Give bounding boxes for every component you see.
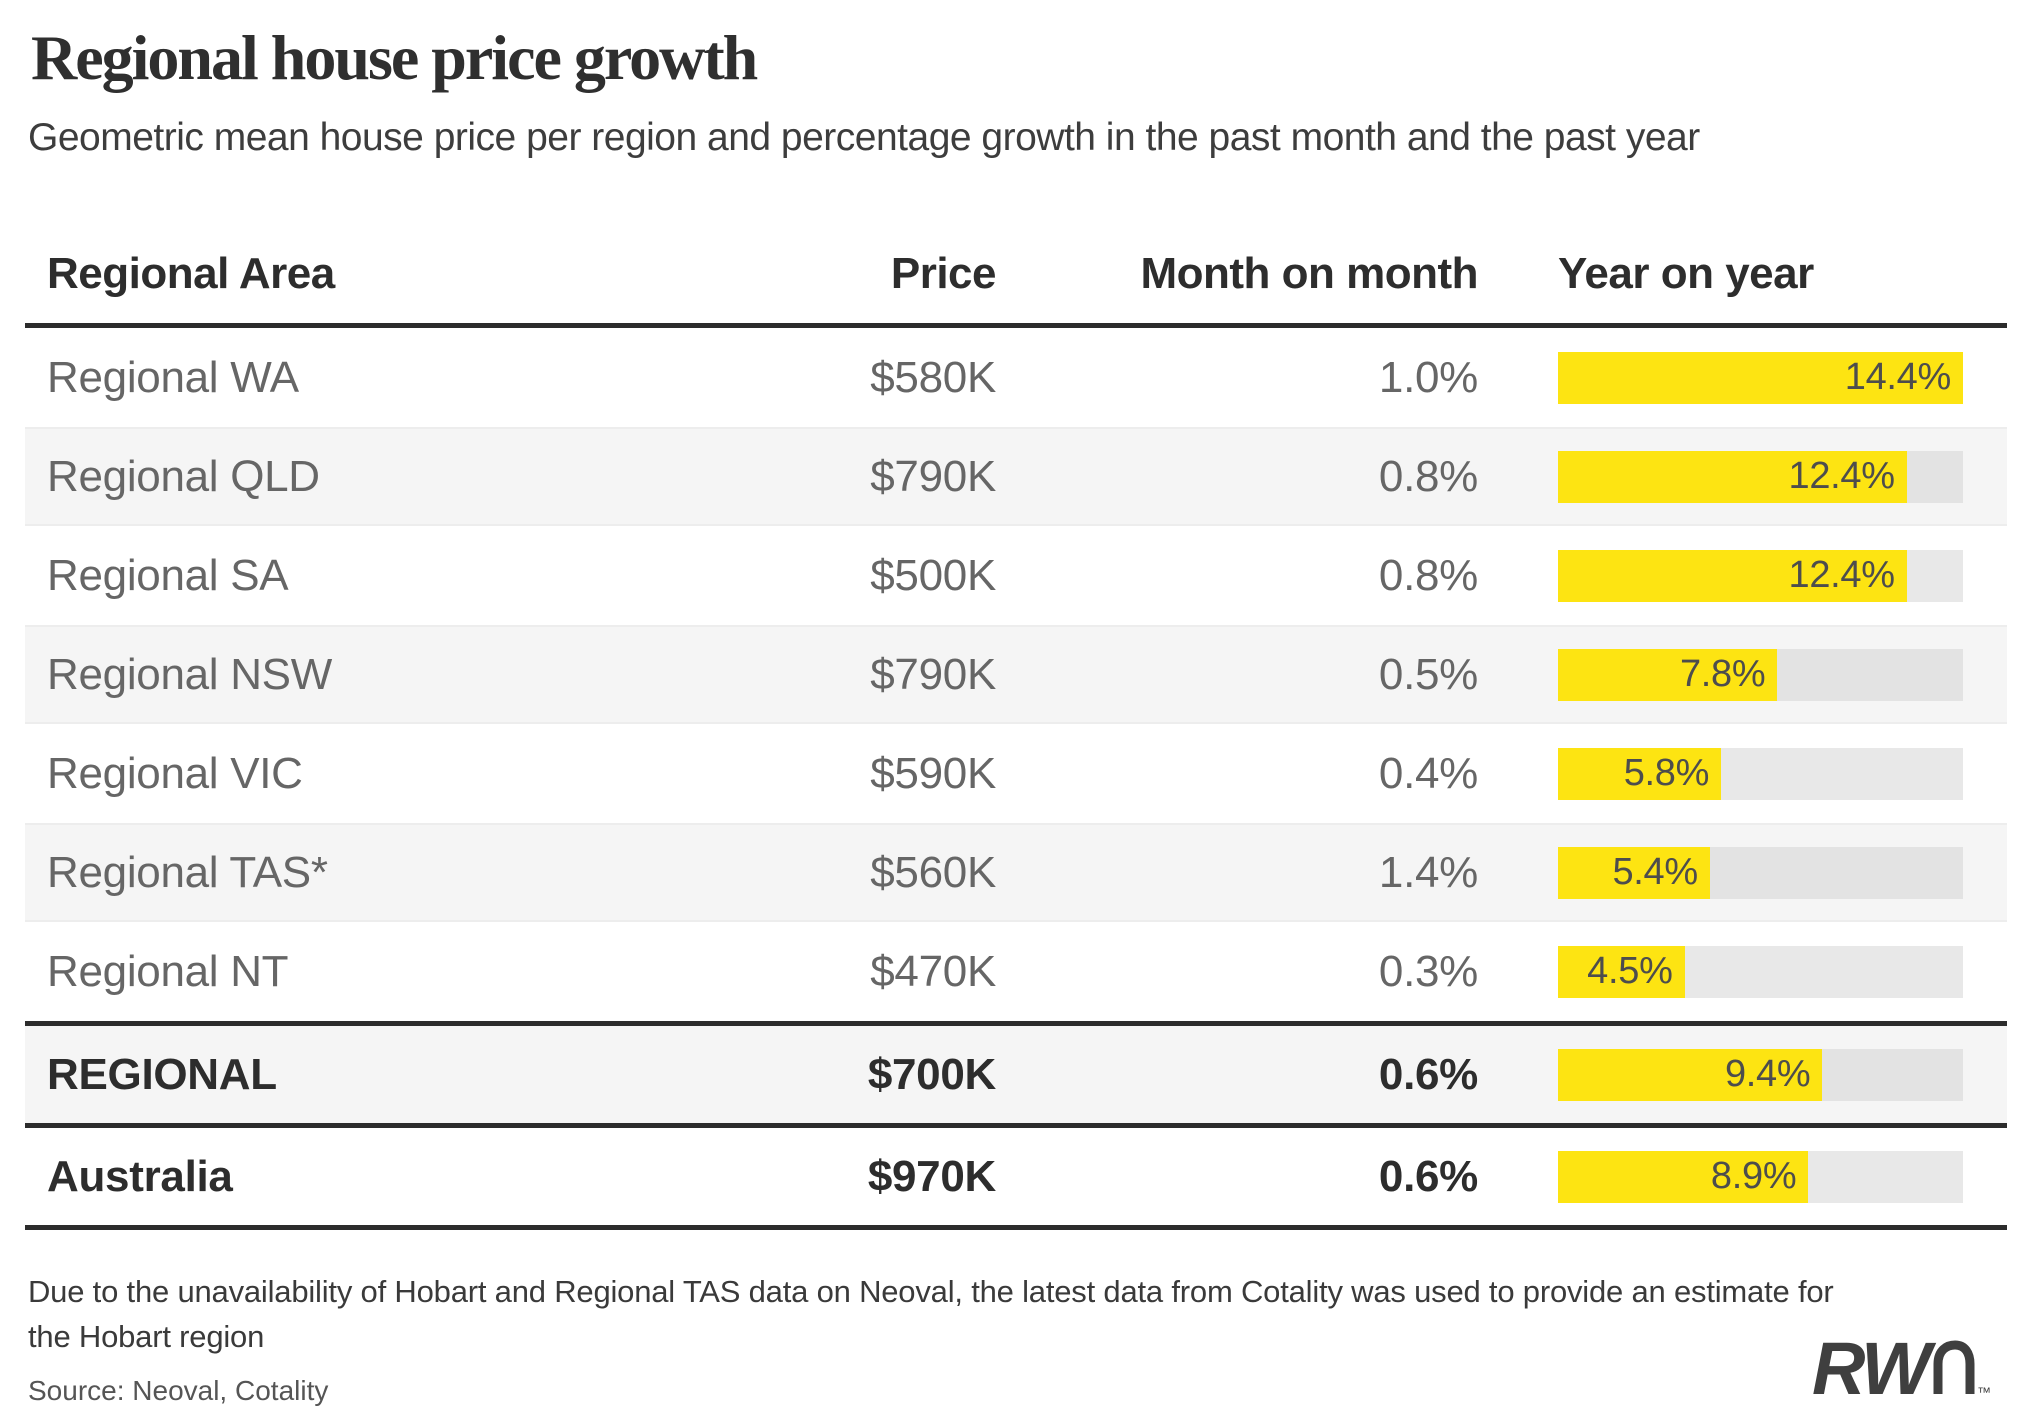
row-mom-value: 0.6% [1378, 1151, 1478, 1201]
page-subtitle: Geometric mean house price per region an… [28, 115, 1700, 159]
yoy-bar-label: 8.9% [1710, 1155, 1797, 1198]
row-price-value: $500K [870, 550, 996, 600]
row-area-label: Regional TAS* [47, 847, 328, 897]
yoy-bar: 9.4% [1558, 1048, 1823, 1101]
row-price-value: $970K [867, 1151, 996, 1201]
footnote-text: Due to the unavailability of Hobart and … [28, 1274, 1834, 1354]
table-row: Regional NSW $790K 0.5% 7.8% [25, 625, 2007, 725]
row-yoy-cell: 5.8% [1478, 747, 2007, 800]
table-body: Regional WA $580K 1.0% 14.4% Regional QLD $79… [25, 328, 2007, 1231]
page-title: Regional house price growth [31, 22, 758, 93]
row-mom-value: 0.5% [1378, 649, 1478, 699]
row-mom-value: 0.8% [1378, 451, 1478, 501]
row-area-label: Regional SA [47, 550, 289, 600]
row-price-value: $790K [870, 451, 996, 501]
rwn-logo: RW ™ [1812, 1337, 1991, 1403]
row-yoy-cell: 9.4% [1478, 1048, 2007, 1101]
column-header-year-on-year: Year on year [1558, 249, 1814, 299]
row-area-label: Regional NT [47, 946, 289, 996]
yoy-bar-track: 12.4% [1558, 549, 1963, 602]
row-price-value: $590K [870, 748, 996, 798]
yoy-bar: 5.4% [1558, 846, 1710, 899]
table-row: Regional WA $580K 1.0% 14.4% [25, 328, 2007, 427]
row-area-label: REGIONAL [47, 1049, 277, 1099]
yoy-bar-track: 14.4% [1558, 351, 1963, 404]
rwn-logo-n-glyph [1933, 1340, 1975, 1394]
column-header-regional-area: Regional Area [47, 249, 335, 299]
row-price-value: $790K [870, 649, 996, 699]
yoy-bar-label: 14.4% [1844, 356, 1952, 399]
yoy-bar: 8.9% [1558, 1150, 1809, 1203]
source-text: Source: Neoval, Cotality [28, 1374, 329, 1406]
row-price-value: $560K [870, 847, 996, 897]
row-yoy-cell: 4.5% [1478, 945, 2007, 998]
row-mom-value: 0.4% [1378, 748, 1478, 798]
yoy-bar: 5.8% [1558, 747, 1722, 800]
yoy-bar-track: 4.5% [1558, 945, 1963, 998]
rwn-logo-rw-text: RW [1812, 1337, 1937, 1403]
column-header-price: Price [890, 249, 997, 299]
bottom-rule [25, 1225, 2007, 1231]
yoy-bar-label: 12.4% [1788, 554, 1895, 597]
table-header-row: Regional Area Price Month on month Year … [25, 163, 2007, 323]
yoy-bar-track: 9.4% [1558, 1048, 1963, 1101]
yoy-bar: 4.5% [1558, 945, 1685, 998]
row-yoy-cell: 5.4% [1478, 846, 2007, 899]
row-mom-value: 1.4% [1378, 847, 1478, 897]
yoy-bar: 12.4% [1558, 549, 1907, 602]
row-area-label: Australia [47, 1151, 233, 1201]
row-area-label: Regional WA [47, 352, 299, 402]
yoy-bar-track: 7.8% [1558, 648, 1963, 701]
yoy-bar-label: 5.8% [1623, 752, 1710, 795]
summary-rule [25, 1021, 2007, 1027]
row-yoy-cell: 8.9% [1478, 1150, 2007, 1203]
yoy-bar-track: 12.4% [1558, 450, 1963, 503]
row-price-value: $700K [867, 1049, 996, 1099]
row-yoy-cell: 12.4% [1478, 450, 2007, 503]
rwn-logo-tm-mark: ™ [1977, 1384, 1991, 1400]
summary-rule [25, 1123, 2007, 1129]
row-price-value: $470K [870, 946, 996, 996]
table-row: Regional SA $500K 0.8% 12.4% [25, 526, 2007, 625]
row-mom-value: 0.3% [1378, 946, 1478, 996]
column-header-month-on-month: Month on month [1140, 249, 1478, 299]
yoy-bar: 12.4% [1558, 450, 1907, 503]
yoy-bar: 14.4% [1558, 351, 1963, 404]
yoy-bar-label: 5.4% [1612, 851, 1698, 894]
yoy-bar-label: 9.4% [1724, 1053, 1811, 1096]
row-area-label: Regional QLD [47, 451, 320, 501]
table-row: REGIONAL $700K 0.6% 9.4% [25, 1026, 2007, 1124]
table-row: Australia $970K 0.6% 8.9% [25, 1128, 2007, 1225]
row-mom-value: 0.8% [1378, 550, 1478, 600]
yoy-bar: 7.8% [1558, 648, 1778, 701]
row-price-value: $580K [870, 352, 996, 402]
yoy-bar-label: 7.8% [1679, 653, 1766, 696]
yoy-bar-track: 5.4% [1558, 846, 1963, 899]
table-row: Regional VIC $590K 0.4% 5.8% [25, 724, 2007, 823]
yoy-bar-label: 12.4% [1788, 455, 1895, 498]
row-area-label: Regional NSW [47, 649, 332, 699]
table-row: Regional NT $470K 0.3% 4.5% [25, 922, 2007, 1021]
row-mom-value: 1.0% [1378, 352, 1478, 402]
yoy-bar-track: 5.8% [1558, 747, 1963, 800]
row-yoy-cell: 7.8% [1478, 648, 2007, 701]
row-yoy-cell: 14.4% [1478, 351, 2007, 404]
table-row: Regional QLD $790K 0.8% 12.4% [25, 427, 2007, 527]
row-mom-value: 0.6% [1378, 1049, 1478, 1099]
row-yoy-cell: 12.4% [1478, 549, 2007, 602]
yoy-bar-track: 8.9% [1558, 1150, 1963, 1203]
yoy-bar-label: 4.5% [1587, 950, 1673, 993]
header-rule [25, 323, 2007, 329]
row-area-label: Regional VIC [47, 748, 303, 798]
table-row: Regional TAS* $560K 1.4% 5.4% [25, 823, 2007, 923]
